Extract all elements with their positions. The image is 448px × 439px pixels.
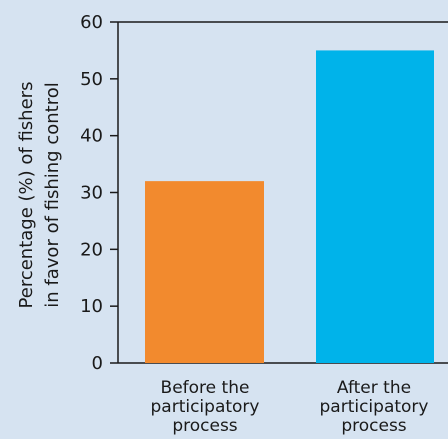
x-category-label: After the participatory process bbox=[320, 378, 429, 436]
y-tick-label: 50 bbox=[80, 69, 103, 90]
y-axis-ticks: 0 10 20 30 40 50 60 bbox=[80, 12, 118, 374]
y-tick-label: 60 bbox=[80, 12, 103, 33]
bars bbox=[145, 50, 434, 364]
x-category-label-line: After the bbox=[337, 378, 411, 398]
y-tick-label: 20 bbox=[80, 239, 103, 260]
y-tick-label: 30 bbox=[80, 183, 103, 204]
y-axis-title-text: Percentage (%) of fishers in favor of fis… bbox=[16, 82, 63, 309]
x-category-label-line: process bbox=[172, 416, 237, 436]
x-category-label-line: process bbox=[341, 416, 406, 436]
y-axis-title-line: Percentage (%) of fishers bbox=[16, 82, 37, 309]
x-category-label-line: participatory bbox=[320, 397, 429, 417]
y-tick-label: 40 bbox=[80, 126, 103, 147]
y-tick-label: 0 bbox=[92, 353, 103, 374]
y-axis-title-line: in favor of fishing control bbox=[42, 82, 63, 307]
x-category-label: Before the participatory process bbox=[151, 378, 260, 436]
y-tick-label: 10 bbox=[80, 296, 103, 317]
x-category-label-line: Before the bbox=[161, 378, 250, 398]
bar-after bbox=[316, 50, 434, 364]
y-axis-title: Percentage (%) of fishers in favor of fis… bbox=[16, 82, 63, 309]
x-category-label-line: participatory bbox=[151, 397, 260, 417]
bar-before bbox=[145, 181, 264, 363]
